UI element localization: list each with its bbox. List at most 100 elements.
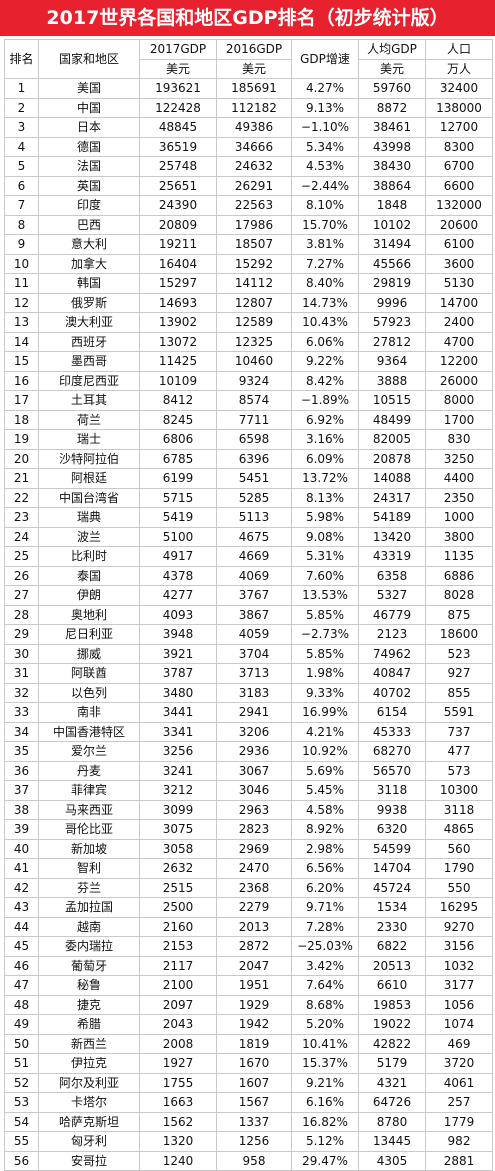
cell-growth: 4.53% [291, 156, 359, 177]
cell-country: 伊拉克 [38, 1053, 140, 1074]
cell-gdp2017: 8245 [139, 409, 217, 430]
cell-gdp2016: 3046 [216, 780, 292, 801]
cell-gdp2017: 20809 [139, 214, 217, 235]
cell-country: 印度尼西亚 [38, 370, 140, 391]
cell-gdp2016: 9324 [216, 370, 292, 391]
cell-growth: 9.21% [291, 1072, 359, 1093]
cell-per-capita: 13420 [358, 526, 426, 547]
cell-growth: 5.45% [291, 780, 359, 801]
cell-rank: 50 [4, 1033, 39, 1054]
cell-gdp2017: 11425 [139, 351, 217, 372]
cell-country: 波兰 [38, 526, 140, 547]
cell-population: 3800 [425, 526, 493, 547]
cell-rank: 3 [4, 117, 39, 138]
cell-country: 阿根廷 [38, 468, 140, 489]
cell-country: 墨西哥 [38, 351, 140, 372]
cell-rank: 5 [4, 156, 39, 177]
cell-gdp2016: 3206 [216, 721, 292, 742]
cell-country: 安哥拉 [38, 1150, 140, 1171]
table-row: 56 安哥拉 1240 958 29.47% 4305 2881 [4, 1150, 493, 1171]
cell-gdp2016: 1670 [216, 1053, 292, 1074]
cell-country: 爱尔兰 [38, 741, 140, 762]
cell-growth: 8.13% [291, 487, 359, 508]
cell-rank: 11 [4, 273, 39, 294]
cell-population: 26000 [425, 370, 493, 391]
cell-growth: 4.58% [291, 799, 359, 820]
cell-gdp2016: 34666 [216, 136, 292, 157]
cell-population: 1074 [425, 1014, 493, 1035]
cell-gdp2017: 4277 [139, 585, 217, 606]
cell-per-capita: 42822 [358, 1033, 426, 1054]
cell-per-capita: 19022 [358, 1014, 426, 1035]
cell-gdp2017: 14693 [139, 292, 217, 313]
cell-growth: 16.99% [291, 702, 359, 723]
cell-country: 德国 [38, 136, 140, 157]
cell-growth: 3.81% [291, 234, 359, 255]
cell-gdp2016: 24632 [216, 156, 292, 177]
cell-rank: 8 [4, 214, 39, 235]
cell-population: 1056 [425, 994, 493, 1015]
cell-rank: 40 [4, 838, 39, 859]
cell-gdp2017: 2153 [139, 936, 217, 957]
cell-growth: 8.10% [291, 195, 359, 216]
cell-per-capita: 68270 [358, 741, 426, 762]
cell-per-capita: 20878 [358, 448, 426, 469]
cell-rank: 42 [4, 877, 39, 898]
cell-gdp2016: 185691 [216, 78, 292, 99]
cell-rank: 13 [4, 312, 39, 333]
cell-population: 4400 [425, 468, 493, 489]
cell-rank: 46 [4, 955, 39, 976]
cell-population: 3177 [425, 975, 493, 996]
cell-growth: 14.73% [291, 292, 359, 313]
cell-per-capita: 10102 [358, 214, 426, 235]
cell-rank: 14 [4, 331, 39, 352]
cell-gdp2016: 3183 [216, 682, 292, 703]
cell-gdp2017: 4378 [139, 565, 217, 586]
cell-rank: 31 [4, 663, 39, 684]
cell-rank: 2 [4, 97, 39, 118]
table-row: 21 阿根廷 6199 5451 13.72% 14088 4400 [4, 468, 493, 489]
cell-rank: 36 [4, 760, 39, 781]
table-row: 28 奥地利 4093 3867 5.85% 46779 875 [4, 604, 493, 625]
cell-gdp2016: 2969 [216, 838, 292, 859]
cell-gdp2017: 2008 [139, 1033, 217, 1054]
cell-gdp2017: 193621 [139, 78, 217, 99]
cell-population: 469 [425, 1033, 493, 1054]
cell-growth: 5.31% [291, 546, 359, 567]
cell-country: 法国 [38, 156, 140, 177]
cell-rank: 45 [4, 936, 39, 957]
table-row: 45 委内瑞拉 2153 2872 −25.03% 6822 3156 [4, 936, 493, 957]
cell-rank: 35 [4, 741, 39, 762]
table-row: 37 菲律宾 3212 3046 5.45% 3118 10300 [4, 780, 493, 801]
cell-rank: 47 [4, 975, 39, 996]
cell-country: 巴西 [38, 214, 140, 235]
cell-population: 6100 [425, 234, 493, 255]
cell-growth: 29.47% [291, 1150, 359, 1171]
cell-population: 982 [425, 1131, 493, 1152]
cell-population: 573 [425, 760, 493, 781]
cell-growth: 5.34% [291, 136, 359, 157]
cell-country: 葡萄牙 [38, 955, 140, 976]
cell-gdp2017: 3787 [139, 663, 217, 684]
cell-growth: 6.09% [291, 448, 359, 469]
cell-gdp2017: 3948 [139, 624, 217, 645]
cell-per-capita: 38461 [358, 117, 426, 138]
cell-rank: 1 [4, 78, 39, 99]
table-row: 38 马来西亚 3099 2963 4.58% 9938 3118 [4, 799, 493, 820]
cell-gdp2016: 2941 [216, 702, 292, 723]
cell-population: 32400 [425, 78, 493, 99]
cell-gdp2016: 12589 [216, 312, 292, 333]
cell-gdp2016: 2470 [216, 858, 292, 879]
cell-rank: 28 [4, 604, 39, 625]
cell-gdp2017: 3480 [139, 682, 217, 703]
cell-per-capita: 59760 [358, 78, 426, 99]
cell-per-capita: 1534 [358, 897, 426, 918]
table-row: 1 美国 193621 185691 4.27% 59760 32400 [4, 78, 493, 99]
cell-population: 4865 [425, 819, 493, 840]
cell-rank: 39 [4, 819, 39, 840]
cell-population: 257 [425, 1092, 493, 1113]
cell-gdp2017: 3075 [139, 819, 217, 840]
cell-rank: 38 [4, 799, 39, 820]
cell-country: 秘鲁 [38, 975, 140, 996]
table-row: 24 波兰 5100 4675 9.08% 13420 3800 [4, 526, 493, 547]
